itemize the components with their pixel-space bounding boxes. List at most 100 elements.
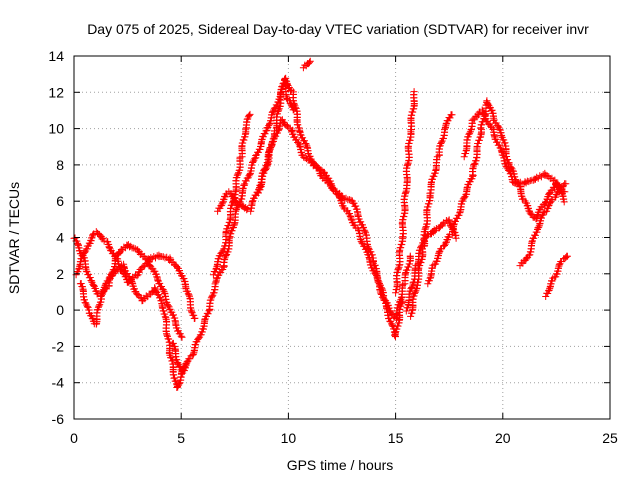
data-point xyxy=(525,178,533,186)
data-point xyxy=(470,161,478,168)
series-track-i xyxy=(392,88,418,297)
data-point xyxy=(538,214,545,222)
data-point xyxy=(352,202,360,210)
data-point xyxy=(460,153,468,161)
data-point xyxy=(188,308,196,316)
data-point xyxy=(249,158,257,166)
x-tick-label: 25 xyxy=(602,430,618,446)
data-point xyxy=(405,263,412,271)
data-point xyxy=(562,180,570,188)
data-point xyxy=(81,296,88,304)
data-point xyxy=(411,288,419,296)
data-point xyxy=(77,280,85,287)
data-point xyxy=(178,333,186,341)
data-point xyxy=(422,224,430,232)
data-point xyxy=(474,140,482,147)
data-point xyxy=(535,223,543,231)
data-point xyxy=(478,121,486,129)
series-track-b xyxy=(72,228,199,322)
data-point xyxy=(95,302,103,310)
data-point xyxy=(417,259,425,267)
data-point xyxy=(357,218,365,226)
data-point xyxy=(81,248,89,256)
data-point xyxy=(545,173,553,181)
data-point xyxy=(186,355,194,363)
data-point xyxy=(408,284,416,291)
data-point xyxy=(85,270,93,278)
data-point xyxy=(393,325,401,333)
data-point xyxy=(560,198,568,206)
data-point xyxy=(480,109,488,117)
series-track-k xyxy=(407,111,456,320)
data-point xyxy=(234,170,242,178)
series-track-m xyxy=(460,106,568,206)
data-point xyxy=(563,252,571,260)
data-point xyxy=(424,280,432,288)
data-point xyxy=(410,88,418,96)
data-point xyxy=(218,248,226,256)
data-point xyxy=(223,225,231,233)
data-point xyxy=(388,321,396,329)
data-point xyxy=(452,217,459,225)
data-point xyxy=(175,380,183,388)
y-tick-label: 4 xyxy=(56,230,64,246)
data-point xyxy=(225,222,233,230)
data-point xyxy=(208,292,216,300)
data-point xyxy=(406,252,414,260)
data-point xyxy=(295,139,302,147)
data-point xyxy=(409,108,417,116)
data-point xyxy=(378,285,386,293)
data-point xyxy=(156,294,164,302)
data-point xyxy=(484,100,492,108)
data-point xyxy=(130,244,138,252)
data-point xyxy=(306,58,313,66)
y-tick-label: -2 xyxy=(52,338,65,354)
series-track-o xyxy=(542,252,571,300)
data-point xyxy=(396,297,404,305)
data-point xyxy=(96,231,104,239)
x-tick-label: 0 xyxy=(70,430,78,446)
data-point xyxy=(495,141,503,149)
data-point xyxy=(195,334,203,342)
data-point xyxy=(190,311,198,319)
x-tick-label: 5 xyxy=(177,430,185,446)
series-track-e xyxy=(209,110,254,279)
data-point xyxy=(385,314,393,322)
y-tick-label: 2 xyxy=(56,266,64,282)
data-point xyxy=(180,275,188,282)
data-point xyxy=(428,264,436,272)
data-point xyxy=(90,282,98,289)
data-point xyxy=(156,279,164,287)
data-point xyxy=(466,178,474,186)
data-point xyxy=(416,262,424,269)
data-point xyxy=(170,311,177,319)
data-point xyxy=(530,176,538,184)
data-point xyxy=(86,274,94,281)
y-tick-label: 8 xyxy=(56,157,64,173)
data-point xyxy=(548,277,556,285)
data-point xyxy=(392,289,400,297)
data-point xyxy=(371,261,379,269)
data-point xyxy=(375,278,383,286)
data-point xyxy=(218,201,226,209)
data-point xyxy=(475,136,483,144)
data-point xyxy=(259,172,267,180)
data-point xyxy=(342,194,350,202)
data-point xyxy=(209,271,217,279)
data-point xyxy=(243,206,251,214)
data-point xyxy=(365,244,372,252)
data-point xyxy=(448,111,456,119)
data-point xyxy=(259,133,267,141)
x-tick-label: 15 xyxy=(388,430,404,446)
data-point xyxy=(169,339,177,347)
data-point xyxy=(240,136,248,144)
data-point xyxy=(429,175,436,183)
data-point xyxy=(153,252,161,260)
y-tick-label: 14 xyxy=(48,48,64,64)
data-point xyxy=(402,307,410,315)
data-point xyxy=(394,265,402,273)
series-track-c xyxy=(76,260,190,391)
data-point xyxy=(164,302,172,310)
